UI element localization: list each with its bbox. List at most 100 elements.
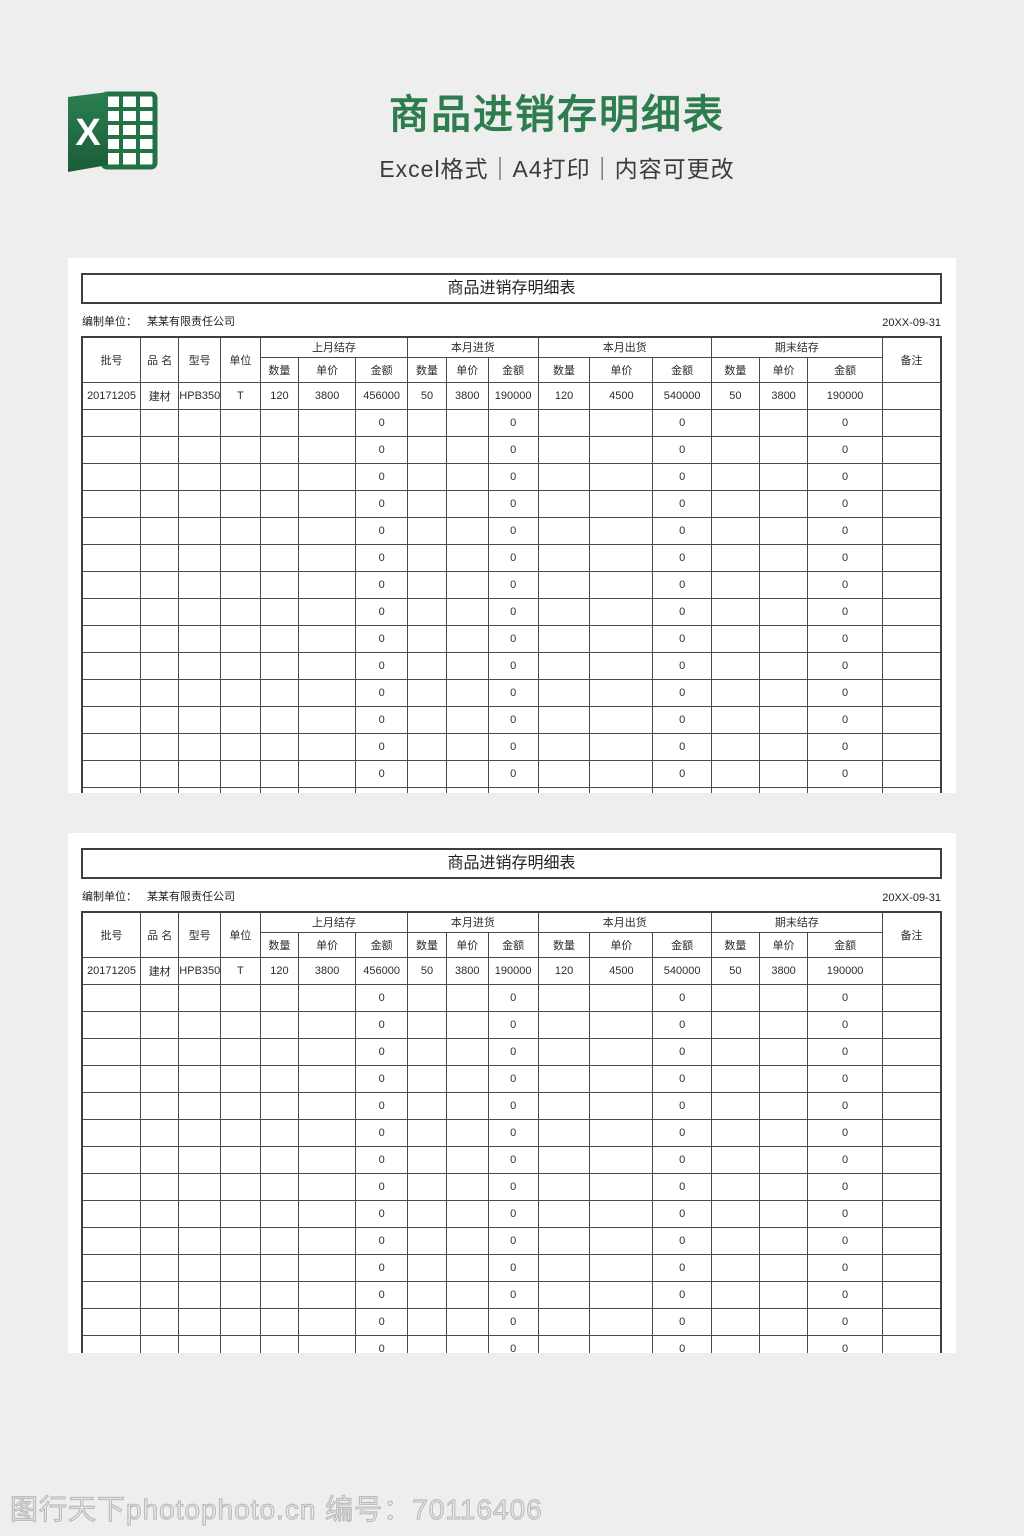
cell: [259, 651, 300, 680]
cell: 0: [652, 1118, 712, 1147]
cell: [710, 651, 760, 680]
cell: [140, 624, 180, 653]
cell: 0: [807, 786, 883, 793]
cell: [298, 759, 357, 788]
cell: [81, 983, 142, 1012]
cell: 0: [652, 1145, 712, 1174]
cell: [758, 435, 809, 464]
header-group-3: 期末结存: [710, 911, 884, 933]
cell: [537, 1199, 591, 1228]
cell: [178, 1145, 221, 1174]
cell: [589, 1199, 654, 1228]
data-cell-2: HPB350: [178, 956, 221, 985]
cell: [882, 1280, 942, 1309]
table-row: 20171205 建材 HPB350 T 120 3800 456000 50 3800 1900…: [81, 381, 942, 410]
cell: [219, 462, 261, 491]
data-cell-16: [882, 381, 942, 410]
cell: [178, 705, 221, 734]
cell: [882, 759, 942, 788]
cell: [589, 435, 654, 464]
cell: 0: [487, 570, 539, 599]
header-group-1: 本月进货: [407, 336, 539, 358]
cell: [758, 1145, 809, 1174]
cell: 0: [807, 1307, 883, 1336]
cell: [81, 651, 142, 680]
prepared-by-value: 某某有限责任公司: [147, 891, 235, 903]
cell: [446, 983, 489, 1012]
cell: [140, 678, 180, 707]
cell: 0: [807, 435, 883, 464]
cell: 0: [487, 786, 539, 793]
table-row: 0 0 0 0: [81, 678, 942, 707]
cell: [758, 1280, 809, 1309]
cell: [178, 1037, 221, 1066]
cell: [882, 1307, 942, 1336]
cell: [758, 1064, 809, 1093]
cell: [178, 489, 221, 518]
cell: [446, 1172, 489, 1201]
cell: 0: [807, 1172, 883, 1201]
cell: [407, 570, 447, 599]
cell: [537, 408, 591, 437]
cell: [758, 651, 809, 680]
cell: [710, 624, 760, 653]
cell: 0: [355, 435, 409, 464]
cell: 0: [487, 1037, 539, 1066]
cell: [178, 624, 221, 653]
table-row: 0 0 0 0: [81, 435, 942, 464]
cell: 0: [355, 1199, 409, 1228]
cell: 0: [652, 597, 712, 626]
cell: 0: [355, 1064, 409, 1093]
cell: [589, 1064, 654, 1093]
cell: [537, 983, 591, 1012]
cell: [710, 1037, 760, 1066]
cell: [882, 678, 942, 707]
subheader-1-0: 数量: [407, 356, 447, 383]
cell: [407, 786, 447, 793]
cell: 0: [652, 1226, 712, 1255]
cell: [140, 1010, 180, 1039]
table-row: 0 0 0 0: [81, 543, 942, 572]
cell: [758, 1172, 809, 1201]
header-cell-model: 型号: [178, 911, 221, 958]
cell: [407, 435, 447, 464]
excel-flap-shape: [68, 92, 108, 172]
data-cell-6: 456000: [355, 956, 409, 985]
data-cell-10: 120: [537, 381, 591, 410]
cell: [219, 489, 261, 518]
cell: [140, 983, 180, 1012]
cell: [537, 1226, 591, 1255]
data-cell-0: 20171205: [81, 956, 142, 985]
cell: [537, 1334, 591, 1353]
cell: [81, 1253, 142, 1282]
cell: [81, 624, 142, 653]
data-cell-1: 建材: [140, 956, 180, 985]
cell: [298, 1334, 357, 1353]
cell: [446, 1091, 489, 1120]
cell: [710, 1064, 760, 1093]
cell: [81, 1226, 142, 1255]
cell: 0: [807, 624, 883, 653]
cell: [259, 543, 300, 572]
cell: [537, 1145, 591, 1174]
cell: 0: [652, 1334, 712, 1353]
cell: [81, 516, 142, 545]
cell: [259, 1307, 300, 1336]
cell: [219, 1226, 261, 1255]
cell: [407, 1172, 447, 1201]
data-cell-13: 50: [710, 956, 760, 985]
cell: [140, 1226, 180, 1255]
cell: 0: [652, 1091, 712, 1120]
inventory-table: 批号品 名型号 单位 上月结存 本月进货 本月出货 期末结存 备注 数量 单价 金额 数量 单价 金额数…: [81, 336, 942, 793]
cell: [537, 1172, 591, 1201]
cell: [407, 516, 447, 545]
cell: [882, 1199, 942, 1228]
table-row: 0 0 0 0: [81, 516, 942, 545]
cell: [710, 983, 760, 1012]
cell: [219, 624, 261, 653]
cell: [758, 543, 809, 572]
cell: 0: [355, 597, 409, 626]
cell: [178, 1172, 221, 1201]
cell: [537, 786, 591, 793]
cell: [81, 1091, 142, 1120]
